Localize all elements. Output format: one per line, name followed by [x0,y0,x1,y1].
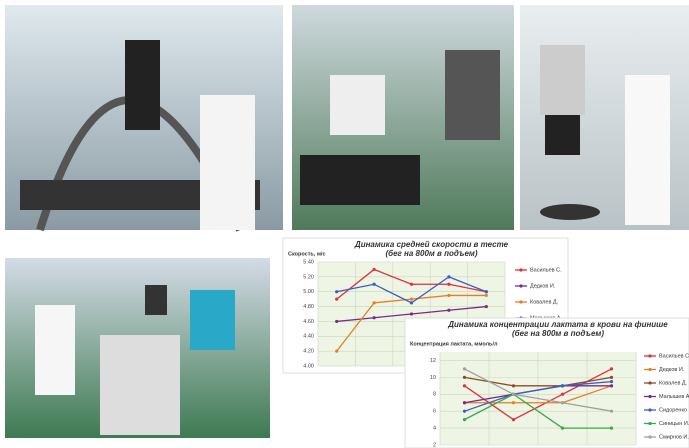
data-point [409,282,414,286]
data-point [609,379,614,384]
legend-label: Сидоренко [659,407,687,413]
legend-label: Ковалев Д. [530,299,559,305]
y-tick-label: 4.20 [303,349,314,355]
legend-marker [519,284,523,288]
legend-label: Синицын И. [659,421,689,427]
legend-marker [648,421,652,426]
data-point [484,304,488,309]
data-point [609,426,614,430]
legend-label: Дедков И. [530,283,556,289]
data-point [609,384,614,388]
legend-marker [648,354,652,358]
data-point [511,384,516,388]
data-point [462,367,467,371]
y-tick-label: 4.80 [303,304,314,310]
legend-label: Васильев С. [659,353,689,359]
data-point [511,418,516,422]
data-point [560,401,565,405]
data-point [560,392,565,396]
photo-balance-platform [520,5,689,230]
y-tick-label: 5.20 [303,274,314,280]
y-tick-label: 12 [430,358,436,364]
data-point [560,426,565,430]
series-line [464,393,612,429]
data-point [609,409,614,413]
data-point [462,418,467,422]
photo-jump-platform [292,5,514,230]
data-point [447,293,451,298]
legend-marker [648,381,652,385]
y-axis-label: Скорость, м/с [288,251,326,257]
series-line [464,368,612,412]
data-point [484,293,488,298]
data-point [511,401,516,405]
y-axis-label: Концентрация лактата, ммоль/л [410,341,498,347]
chart-title: Динамика концентрации лактата в крови на… [447,320,668,329]
data-point [409,312,414,316]
y-tick-label: 4.60 [303,319,314,325]
data-point [609,375,614,379]
y-tick-label: 2 [433,442,436,448]
data-point [462,409,467,413]
data-point [484,290,488,294]
y-tick-label: 5.00 [303,289,314,295]
legend-marker [648,394,652,399]
data-point [447,282,451,286]
photo-treadmill [5,5,283,232]
data-point [511,392,516,396]
legend-marker [519,268,523,272]
chart-subtitle: (бег на 800м в подъем) [512,329,604,338]
data-point [409,297,414,301]
data-point [335,290,339,294]
data-point [372,316,376,320]
data-point [335,349,339,353]
series-line [464,380,612,412]
chart-subtitle: (бег на 800м в подъем) [385,249,477,258]
legend-label: Дедков И. [659,367,685,373]
y-tick-label: 4 [433,426,436,432]
data-point [372,267,376,272]
data-point [409,301,414,305]
y-tick-label: 8 [433,392,436,398]
data-point [560,384,565,388]
data-point [335,319,339,324]
legend-label: Смирнов И. [659,434,689,440]
data-point [372,282,376,286]
legend-label: Ковалев Д. [659,380,688,386]
legend-marker [648,367,652,372]
legend-marker [648,435,652,439]
data-point [462,401,467,405]
legend-label: Васильев С. [530,267,562,273]
legend-marker [648,408,652,412]
data-point [447,275,451,279]
y-tick-label: 4.40 [303,334,314,340]
y-tick-label: 6 [433,409,436,415]
chart-title: Динамика средней скорости в тесте [354,240,509,249]
legend-label: Малышев А. [659,394,689,400]
data-point [462,375,467,379]
data-point [372,301,376,305]
charts: Динамика средней скорости в тесте(бег на… [282,237,689,448]
data-point [447,308,451,312]
y-tick-label: 10 [430,375,436,381]
data-point [609,367,614,371]
y-tick-label: 4.00 [303,363,314,369]
data-point [462,384,467,388]
y-tick-label: 5.40 [303,259,314,265]
legend-marker [519,300,523,304]
photo-isokinetic [5,258,270,438]
data-point [335,297,339,301]
